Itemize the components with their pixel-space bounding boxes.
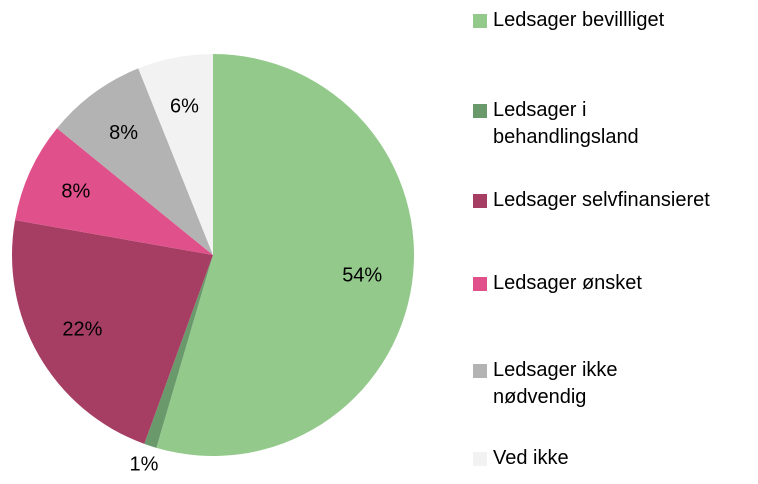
legend-swatch xyxy=(473,104,487,118)
data-label: 22% xyxy=(62,319,102,341)
pie-slice xyxy=(15,128,214,255)
legend-item: Ledsager ikke nødvendig xyxy=(473,357,673,411)
pie-slice xyxy=(11,220,213,444)
legend-swatch xyxy=(473,277,487,291)
legend-swatch xyxy=(473,194,487,208)
legend-item: Ledsager i behandlingsland xyxy=(473,97,673,151)
data-label: 6% xyxy=(170,95,199,117)
legend-item: Ledsager selvfinansieret xyxy=(473,187,758,214)
legend-swatch xyxy=(473,14,487,28)
legend-swatch xyxy=(473,364,487,378)
data-label: 8% xyxy=(109,122,138,144)
legend-swatch xyxy=(473,452,487,466)
legend-item: Ved ikke xyxy=(473,445,753,472)
legend-item: Ledsager ønsket xyxy=(473,270,753,297)
pie-slice xyxy=(56,68,213,256)
legend-label: Ved ikke xyxy=(493,447,569,469)
legend-label: Ledsager ikke nødvendig xyxy=(493,359,618,408)
legend-label: Ledsager ønsket xyxy=(493,272,642,294)
data-label: 54% xyxy=(342,265,382,287)
pie-slice xyxy=(144,255,213,448)
legend-item: Ledsager bevillliget xyxy=(473,7,753,34)
data-label: 1% xyxy=(130,453,159,475)
legend-label: Ledsager i behandlingsland xyxy=(493,99,639,148)
legend-label: Ledsager bevillliget xyxy=(493,9,665,31)
pie-slice xyxy=(156,54,415,457)
pie-slice xyxy=(138,54,213,255)
data-label: 8% xyxy=(61,181,90,203)
legend-label: Ledsager selvfinansieret xyxy=(493,189,710,211)
